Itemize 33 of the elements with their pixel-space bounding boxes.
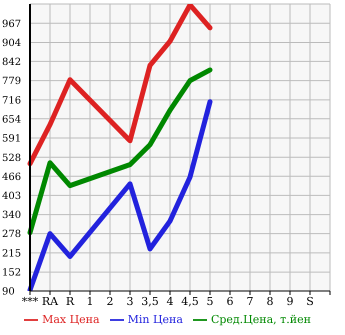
x-tick-label: 8 [266,294,274,308]
y-tick-label: 215 [2,248,22,260]
x-tick-label: 7 [246,294,254,308]
x-tick-label: R [66,294,75,308]
y-tick-label: 967 [2,18,22,30]
y-tick-label: 466 [2,172,22,183]
y-tick-label: 779 [2,76,22,88]
y-tick-label: 904 [2,38,22,50]
y-tick-label: 403 [2,190,22,202]
x-tick-label: RA [42,294,60,308]
y-tick-label: 842 [2,56,22,68]
x-tick-label: 3 [126,294,134,308]
y-tick-label: 654 [2,114,22,126]
x-tick-label: 1 [86,294,94,308]
x-tick-label: 4,5 [181,294,199,308]
y-tick-label: 591 [2,134,22,145]
x-tick-label: *** [22,294,39,308]
y-tick-label: 716 [2,95,22,106]
x-tick-label: S [306,294,314,308]
legend-label: Сред.Цена, т.йен [210,313,311,326]
x-tick-label: 5 [206,294,214,308]
y-tick-label: 90 [2,286,15,298]
y-tick-label: 152 [2,268,22,279]
legend-label: Max Цена [42,313,100,326]
legend-label: Min Цена [128,313,183,326]
x-tick-label: 9 [286,294,294,308]
y-tick-label: 528 [2,152,22,164]
x-tick-label: 6 [226,294,234,308]
x-tick-label: 4 [166,294,174,308]
y-tick-label: 278 [2,229,22,240]
x-tick-label: 3,5 [141,294,159,308]
y-tick-label: 340 [2,210,22,222]
x-tick-label: 2 [106,294,114,308]
